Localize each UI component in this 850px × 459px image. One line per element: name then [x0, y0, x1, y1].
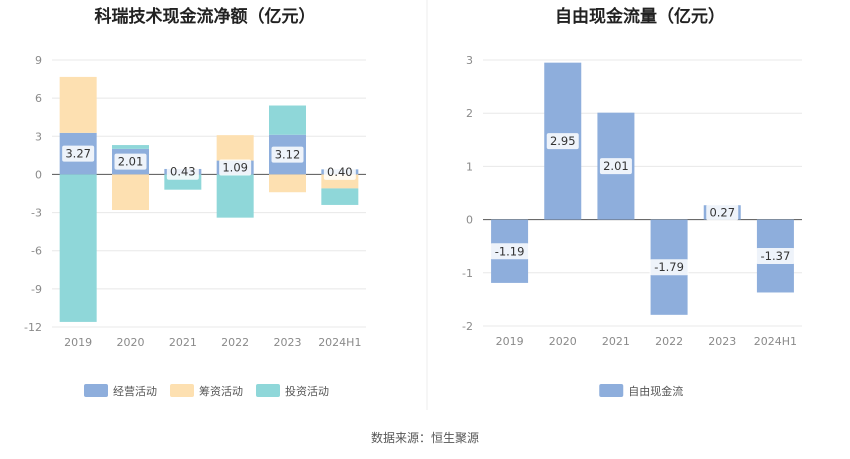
y-tick-label: 9	[35, 54, 42, 67]
legend-swatch	[84, 384, 108, 397]
bar-3	[269, 105, 306, 135]
bar-2	[216, 135, 254, 161]
data-label: 2.01	[118, 155, 144, 169]
data-label-bg	[114, 153, 147, 170]
data-label-bg	[706, 204, 739, 221]
legend-swatch	[170, 384, 194, 397]
y-tick-label: 2	[466, 107, 473, 120]
right-axis-labels: 3 2 1 0 -1 -2 2019 2020 2021 2022 2023 2024H1	[462, 54, 797, 348]
x-tick-label: 2021	[602, 335, 630, 348]
data-label-bg	[649, 259, 689, 276]
y-tick-label: -9	[31, 283, 42, 296]
legend-swatch	[599, 384, 624, 397]
left-chart-title: 科瑞技术现金流净额（亿元）	[95, 6, 316, 27]
data-label: 2.95	[550, 134, 576, 148]
data-label-bg	[323, 163, 356, 180]
left-axis-labels: 9 6 3 0 -3 -6 -9 -12 2019 2020 2021 2022 2023 2024H1	[24, 54, 361, 349]
y-tick-label: -6	[31, 245, 42, 258]
data-label-bg	[490, 243, 530, 260]
x-tick-label: 2024H1	[754, 335, 797, 348]
data-label: -1.19	[495, 244, 525, 258]
x-tick-label: 2023	[708, 335, 736, 348]
y-tick-label: -2	[462, 320, 473, 333]
y-tick-label: -3	[31, 207, 42, 220]
y-tick-label: 0	[35, 168, 42, 181]
data-label-bg	[546, 133, 579, 150]
y-tick-label: 3	[466, 54, 473, 67]
bar-3	[112, 145, 149, 149]
bar-2	[112, 174, 149, 211]
data-label-bg	[219, 159, 252, 176]
data-label-bg	[755, 248, 795, 265]
legend-label: 投资活动	[285, 384, 329, 398]
x-tick-label: 2019	[64, 336, 92, 349]
x-tick-label: 2021	[169, 336, 197, 349]
right-bars: -1.19 2.95 2.01 -1.79 0.27 -1.37	[490, 62, 795, 315]
bar-3	[216, 174, 254, 218]
data-label: 1.09	[222, 160, 248, 174]
x-tick-label: 2019	[496, 335, 524, 348]
source-note: 数据来源：恒生聚源	[371, 430, 479, 445]
right-legend: 自由现金流	[599, 384, 683, 398]
legend-label: 自由现金流	[628, 384, 683, 398]
free-cashflow-chart: 自由现金流量（亿元） -1.19 2.95 2.01 -1.79 0.27 -1.37 3…	[462, 6, 802, 398]
legend-label: 筹资活动	[199, 384, 243, 398]
cashflow-net-chart: 科瑞技术现金流净额（亿元） 3.27 2.01 0.43 1.09 3.12 0.40 9…	[24, 6, 366, 398]
data-label: 3.12	[275, 148, 301, 162]
right-gridlines	[483, 59, 802, 327]
bar-2	[59, 76, 97, 133]
y-tick-label: -12	[24, 321, 42, 334]
data-label-bg	[62, 145, 95, 162]
bar-3	[59, 174, 97, 322]
y-tick-label: 0	[466, 214, 473, 227]
data-label-bg	[271, 146, 304, 163]
x-tick-label: 2023	[274, 336, 302, 349]
left-legend: 经营活动 筹资活动 投资活动	[84, 384, 329, 398]
data-label-bg	[599, 158, 632, 175]
x-tick-label: 2022	[655, 335, 683, 348]
data-label-bg	[166, 163, 199, 180]
legend-swatch	[256, 384, 280, 397]
y-tick-label: 6	[35, 92, 42, 105]
bar-3	[321, 188, 359, 205]
data-label: -1.79	[654, 260, 684, 274]
x-tick-label: 2022	[221, 336, 249, 349]
bar-2	[269, 174, 306, 193]
y-tick-label: 3	[35, 130, 42, 143]
left-gridlines	[52, 59, 366, 328]
right-chart-title: 自由现金流量（亿元）	[555, 6, 725, 27]
data-label: -1.37	[761, 249, 791, 263]
x-tick-label: 2020	[549, 335, 577, 348]
data-label: 0.43	[170, 165, 196, 179]
data-label: 0.40	[327, 165, 353, 179]
data-label: 3.27	[65, 147, 91, 161]
x-tick-label: 2020	[117, 336, 145, 349]
y-tick-label: 1	[466, 160, 473, 173]
data-label: 0.27	[709, 205, 735, 219]
data-label: 2.01	[603, 159, 629, 173]
legend-label: 经营活动	[113, 384, 157, 398]
y-tick-label: -1	[462, 267, 473, 280]
left-bars: 3.27 2.01 0.43 1.09 3.12 0.40	[59, 76, 359, 322]
x-tick-label: 2024H1	[318, 336, 361, 349]
